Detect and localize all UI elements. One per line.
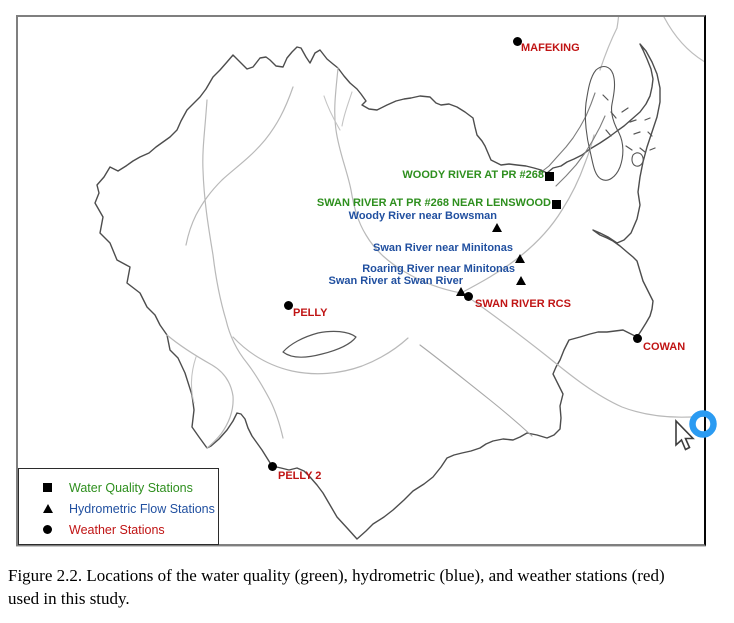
legend-label-weather: Weather Stations <box>69 522 165 537</box>
caption-line-1: Figure 2.2. Locations of the water quali… <box>8 566 665 585</box>
triangle-marker-icon <box>43 504 53 513</box>
legend-box: Water Quality Stations Hydrometric Flow S… <box>18 468 219 545</box>
legend-item-weather: Weather Stations <box>19 519 218 540</box>
legend-item-hydrometric: Hydrometric Flow Stations <box>19 498 218 519</box>
circle-marker-icon <box>43 525 52 534</box>
figure-caption: Figure 2.2. Locations of the water quali… <box>8 564 730 610</box>
map-frame <box>16 15 706 546</box>
legend-item-water_quality: Water Quality Stations <box>19 477 218 498</box>
legend-label-hydrometric: Hydrometric Flow Stations <box>69 501 215 516</box>
legend-label-water_quality: Water Quality Stations <box>69 480 193 495</box>
square-marker-icon <box>43 483 52 492</box>
caption-line-2: used in this study. <box>8 589 130 608</box>
